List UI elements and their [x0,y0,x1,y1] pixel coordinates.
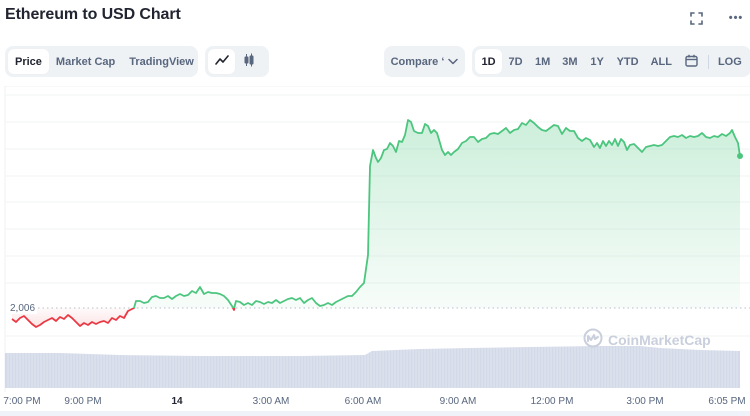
log-scale-toggle[interactable]: LOG [717,55,742,68]
x-tick: 9:00 AM [439,396,477,407]
x-tick: 6:00 AM [344,396,382,407]
price-chart-svg [4,86,750,392]
candlestick-icon [243,53,255,70]
coinmarketcap-logo-icon [583,328,603,351]
x-tick: 3:00 PM [626,396,664,407]
tab-tradingview[interactable]: TradingView [129,55,194,68]
last-price-dot [737,153,743,159]
line-chart-icon [214,54,229,69]
reference-price-label: 2,006 [8,303,38,314]
price-line-down [11,308,236,328]
price-chart[interactable] [0,86,750,396]
page-title: Ethereum to USD Chart [5,6,181,23]
calendar-icon [685,54,698,70]
view-tabs: Price Market Cap TradingView [5,46,198,77]
range-navigator[interactable] [0,411,750,416]
range-1y[interactable]: 1Y [590,55,604,68]
x-tick: 12:00 PM [530,396,574,407]
range-ytd[interactable]: YTD [616,55,639,68]
x-tick: 3:00 AM [252,396,290,407]
x-axis: 7:00 PM 9:00 PM 14 3:00 AM 6:00 AM 9:00 … [0,396,750,410]
line-chart-button[interactable] [208,49,235,74]
range-3m[interactable]: 3M [562,55,578,68]
fullscreen-icon[interactable] [688,10,704,26]
coinmarketcap-watermark: CoinMarketCap [583,328,711,351]
chevron-down-icon [448,56,459,68]
range-divider [707,54,709,69]
x-tick: 7:00 PM [3,396,41,407]
candlestick-button[interactable] [235,49,262,74]
range-all[interactable]: ALL [650,55,672,68]
x-tick: 6:05 PM [708,396,746,407]
range-1d[interactable]: 1D [475,49,502,74]
price-line-up [131,119,741,308]
x-tick: 14 [171,396,183,407]
x-tick: 9:00 PM [64,396,102,407]
tab-price[interactable]: Price [8,49,49,74]
range-7d[interactable]: 7D [508,55,523,68]
compare-label: Compare ‘ [390,55,445,68]
compare-dropdown[interactable]: Compare ‘ [384,46,465,77]
more-label: ••• [728,12,744,24]
range-1m[interactable]: 1M [535,55,551,68]
tab-market-cap[interactable]: Market Cap [55,55,116,68]
volume-bars [5,346,740,388]
more-icon[interactable]: ••• [728,10,744,26]
header-actions: ••• [688,10,744,26]
calendar-button[interactable] [678,49,705,74]
chart-type-toggle [205,46,269,77]
watermark-text: CoinMarketCap [608,331,711,348]
range-tabs: 1D 7D 1M 3M 1Y YTD ALL LOG [472,46,750,77]
